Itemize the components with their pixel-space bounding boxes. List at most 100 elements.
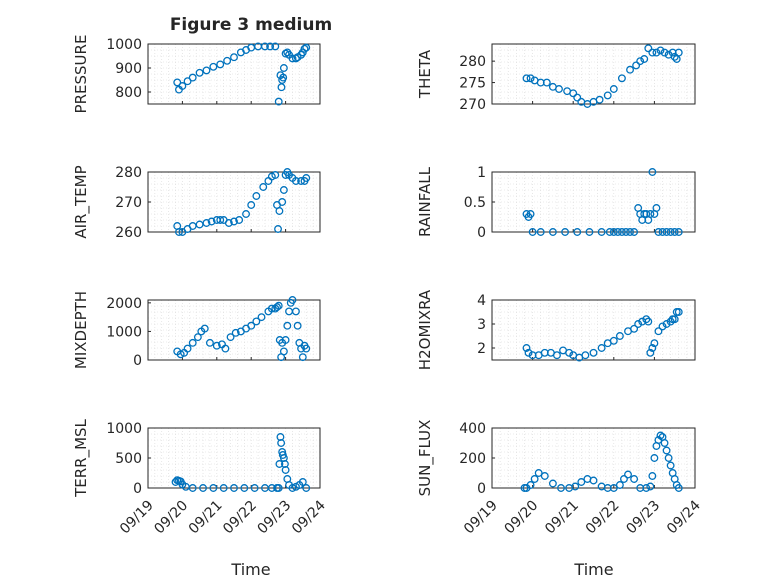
- data-point: [216, 216, 225, 224]
- data-point: [524, 348, 533, 357]
- data-point: [626, 65, 634, 74]
- data-point: [202, 219, 211, 227]
- data-point: [209, 62, 218, 71]
- data-point: [646, 348, 655, 357]
- axes-box: [491, 43, 696, 105]
- data-point: [235, 216, 244, 224]
- data-point: [274, 301, 283, 310]
- data-point: [288, 484, 297, 492]
- data-point: [536, 228, 545, 236]
- data-point: [534, 469, 543, 477]
- data-point: [670, 315, 679, 324]
- data-point: [644, 317, 653, 326]
- data-point: [658, 228, 667, 236]
- data-point: [257, 313, 266, 322]
- data-point: [646, 482, 655, 491]
- data-point: [522, 74, 531, 83]
- data-point: [266, 42, 275, 51]
- data-point: [652, 204, 661, 212]
- data-point: [666, 317, 675, 326]
- x-tick-label: 09/22: [583, 498, 623, 538]
- data-point: [212, 341, 221, 350]
- data-point: [603, 91, 612, 100]
- data-point: [202, 66, 211, 75]
- data-point: [648, 168, 657, 176]
- x-tick-label: 09/21: [542, 498, 582, 538]
- data-point: [605, 228, 614, 236]
- data-point: [183, 344, 192, 353]
- data-point: [188, 484, 197, 492]
- data-point: [219, 484, 228, 492]
- data-point: [279, 347, 288, 356]
- data-point: [281, 466, 290, 474]
- y-axis-label: SUN_FLUX: [416, 420, 435, 497]
- y-tick-label: 2000: [106, 296, 142, 312]
- data-point: [188, 338, 197, 347]
- data-point: [670, 52, 679, 61]
- data-point: [231, 328, 240, 337]
- data-point: [609, 336, 618, 345]
- data-point: [274, 225, 282, 233]
- data-point: [555, 85, 563, 93]
- data-point: [250, 484, 259, 492]
- data-point: [302, 344, 311, 353]
- data-point: [569, 89, 578, 98]
- data-point: [585, 228, 594, 236]
- data-point: [271, 171, 280, 179]
- data-point: [223, 56, 232, 65]
- data-point: [636, 57, 645, 66]
- data-point: [652, 48, 661, 57]
- x-tick-label: 09/23: [623, 498, 663, 538]
- data-point: [274, 484, 283, 492]
- y-tick-label: 1000: [106, 324, 142, 340]
- data-point: [224, 219, 233, 227]
- panel-sun_flux: 0 200 400 09/19 09/20 09/21 09/22 09/23 09/24 SUN…: [416, 420, 704, 538]
- x-tick-label: 09/24: [289, 497, 329, 537]
- data-point: [205, 338, 214, 347]
- data-point: [664, 454, 673, 462]
- data-point: [291, 307, 300, 316]
- data-point: [658, 322, 667, 331]
- y-axis-label: PRESSURE: [72, 35, 90, 114]
- data-point: [171, 478, 180, 486]
- y-tick-label: 270: [115, 195, 142, 211]
- panel-pressure: 800 900 1000 PRESSURE: [72, 35, 321, 114]
- data-point: [288, 296, 297, 304]
- y-tick-label: 500: [115, 451, 142, 467]
- data-point: [230, 217, 238, 226]
- data-point: [615, 332, 624, 340]
- data-point: [648, 48, 657, 57]
- y-tick-label: 280: [459, 54, 486, 70]
- y-tick-label: 0: [133, 481, 142, 497]
- data-point: [589, 476, 598, 485]
- data-point: [648, 344, 657, 352]
- data-point: [634, 320, 643, 328]
- data-point: [199, 484, 207, 492]
- data-point: [650, 454, 659, 462]
- y-tick-label: 0: [477, 225, 486, 241]
- data-point: [617, 228, 626, 236]
- data-point: [577, 478, 586, 486]
- data-point: [650, 339, 659, 348]
- figure-title: Figure 3 medium: [170, 15, 332, 35]
- panel-h2omixra: 2 3 4 H2OMIXRA: [416, 289, 696, 370]
- data-point: [613, 228, 622, 236]
- data-point: [302, 484, 311, 492]
- data-point: [565, 348, 574, 357]
- data-point: [622, 228, 630, 236]
- y-axis-label: AIR_TEMP: [72, 165, 91, 238]
- data-point: [609, 228, 618, 236]
- data-point: [242, 210, 250, 218]
- data-point: [609, 85, 618, 93]
- data-point: [597, 344, 606, 352]
- data-point: [624, 470, 632, 479]
- axes-box: [491, 299, 696, 361]
- data-point: [207, 217, 216, 226]
- data-point: [271, 42, 280, 51]
- data-point: [620, 475, 628, 483]
- data-point: [183, 77, 192, 86]
- data-point: [557, 484, 565, 492]
- data-point: [646, 210, 655, 218]
